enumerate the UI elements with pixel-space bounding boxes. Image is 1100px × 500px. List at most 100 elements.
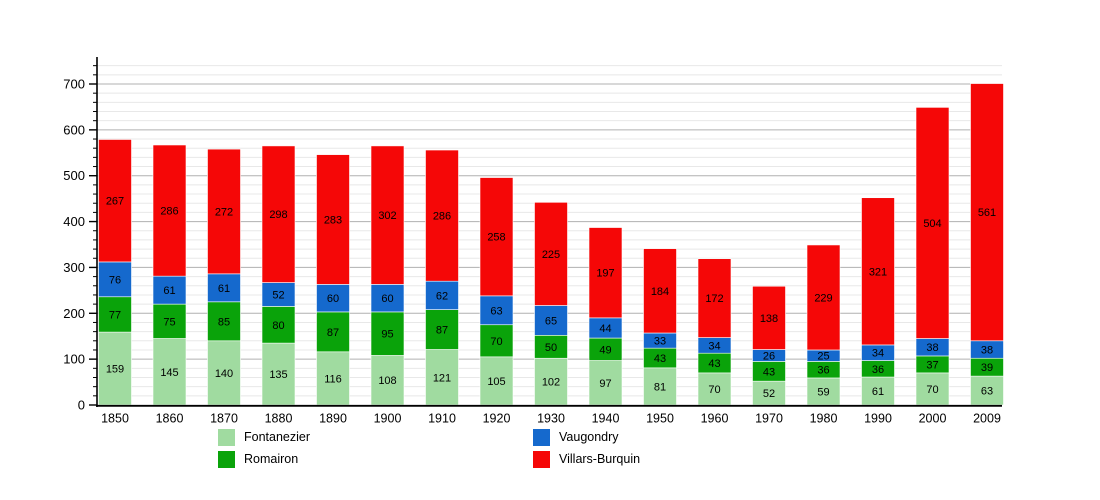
legend-swatch-fontanezier — [218, 428, 235, 446]
legend-column-right: Vaugondry Villars-Burquin — [533, 428, 640, 468]
svg-text:1960: 1960 — [701, 412, 729, 426]
svg-text:43: 43 — [763, 366, 775, 378]
svg-text:34: 34 — [872, 348, 884, 360]
svg-text:105: 105 — [487, 376, 505, 388]
legend-item-villars-burquin: Villars-Burquin — [533, 450, 640, 468]
svg-text:504: 504 — [923, 218, 941, 230]
svg-text:63: 63 — [981, 386, 993, 398]
svg-text:62: 62 — [436, 290, 448, 302]
svg-text:43: 43 — [708, 358, 720, 370]
svg-text:70: 70 — [708, 384, 720, 396]
svg-text:302: 302 — [378, 210, 396, 222]
legend-label-vaugondry: Vaugondry — [559, 430, 619, 444]
svg-text:1860: 1860 — [156, 412, 184, 426]
svg-text:400: 400 — [63, 214, 85, 229]
svg-text:229: 229 — [814, 292, 832, 304]
legend-item-romairon: Romairon — [218, 450, 310, 468]
svg-text:37: 37 — [926, 359, 938, 371]
legend-item-fontanezier: Fontanezier — [218, 428, 310, 446]
svg-text:70: 70 — [490, 336, 502, 348]
svg-text:50: 50 — [545, 342, 557, 354]
svg-text:145: 145 — [160, 367, 178, 379]
svg-text:140: 140 — [215, 368, 233, 380]
legend-label-fontanezier: Fontanezier — [244, 430, 311, 444]
svg-text:1930: 1930 — [537, 412, 565, 426]
svg-text:70: 70 — [926, 384, 938, 396]
svg-text:61: 61 — [163, 285, 175, 297]
svg-text:102: 102 — [542, 377, 560, 389]
svg-text:1880: 1880 — [265, 412, 293, 426]
svg-text:197: 197 — [596, 268, 614, 280]
svg-text:95: 95 — [381, 329, 393, 341]
svg-text:61: 61 — [872, 386, 884, 398]
stacked-bar-chart: 0 100 200 300 400 500 600 700 159 77 76 267 1850 145 7… — [63, 57, 1004, 426]
svg-text:65: 65 — [545, 315, 557, 327]
legend-swatch-vaugondry — [533, 428, 550, 446]
svg-text:225: 225 — [542, 249, 560, 261]
svg-text:38: 38 — [981, 345, 993, 357]
chart-legend: Fontanezier Romairon Vaugondry Villars-B… — [0, 428, 1100, 478]
svg-text:159: 159 — [106, 364, 124, 376]
svg-text:135: 135 — [269, 369, 287, 381]
svg-text:81: 81 — [654, 381, 666, 393]
legend-label-romairon: Romairon — [244, 452, 299, 466]
svg-text:1890: 1890 — [319, 412, 347, 426]
svg-text:200: 200 — [63, 306, 85, 321]
svg-text:1900: 1900 — [374, 412, 402, 426]
svg-text:300: 300 — [63, 260, 85, 275]
svg-text:286: 286 — [160, 206, 178, 218]
legend-item-vaugondry: Vaugondry — [533, 428, 640, 446]
svg-text:283: 283 — [324, 215, 342, 227]
svg-text:44: 44 — [599, 323, 611, 335]
svg-text:1920: 1920 — [483, 412, 511, 426]
svg-text:500: 500 — [63, 168, 85, 183]
svg-text:321: 321 — [869, 266, 887, 278]
svg-text:184: 184 — [651, 286, 669, 298]
svg-text:76: 76 — [109, 274, 121, 286]
svg-text:267: 267 — [106, 196, 124, 208]
svg-text:1940: 1940 — [592, 412, 620, 426]
svg-text:63: 63 — [490, 305, 502, 317]
svg-text:87: 87 — [327, 327, 339, 339]
svg-text:59: 59 — [817, 386, 829, 398]
svg-text:1850: 1850 — [101, 412, 129, 426]
legend-swatch-villars-burquin — [533, 450, 550, 468]
svg-text:2000: 2000 — [919, 412, 947, 426]
svg-text:1910: 1910 — [428, 412, 456, 426]
svg-text:39: 39 — [981, 362, 993, 374]
svg-text:600: 600 — [63, 122, 85, 137]
svg-text:33: 33 — [654, 336, 666, 348]
svg-text:43: 43 — [654, 353, 666, 365]
svg-text:121: 121 — [433, 372, 451, 384]
svg-text:38: 38 — [926, 342, 938, 354]
svg-text:85: 85 — [218, 316, 230, 328]
svg-text:60: 60 — [327, 293, 339, 305]
svg-text:1970: 1970 — [755, 412, 783, 426]
svg-text:0: 0 — [78, 398, 85, 413]
svg-text:60: 60 — [381, 293, 393, 305]
svg-text:172: 172 — [705, 293, 723, 305]
svg-text:36: 36 — [872, 364, 884, 376]
svg-text:2009: 2009 — [973, 412, 1001, 426]
svg-text:1990: 1990 — [864, 412, 892, 426]
svg-text:61: 61 — [218, 283, 230, 295]
svg-text:77: 77 — [109, 309, 121, 321]
legend-swatch-romairon — [218, 450, 235, 468]
legend-label-villars-burquin: Villars-Burquin — [559, 452, 641, 466]
svg-text:258: 258 — [487, 232, 505, 244]
svg-text:298: 298 — [269, 209, 287, 221]
svg-text:108: 108 — [378, 375, 396, 387]
svg-text:75: 75 — [163, 316, 175, 328]
svg-text:116: 116 — [324, 373, 342, 385]
svg-text:52: 52 — [763, 388, 775, 400]
svg-text:25: 25 — [817, 351, 829, 363]
svg-text:700: 700 — [63, 77, 85, 92]
svg-text:138: 138 — [760, 313, 778, 325]
svg-text:80: 80 — [272, 320, 284, 332]
svg-text:1950: 1950 — [646, 412, 674, 426]
svg-text:100: 100 — [63, 352, 85, 367]
svg-text:272: 272 — [215, 206, 233, 218]
svg-text:87: 87 — [436, 325, 448, 337]
svg-text:561: 561 — [978, 207, 996, 219]
